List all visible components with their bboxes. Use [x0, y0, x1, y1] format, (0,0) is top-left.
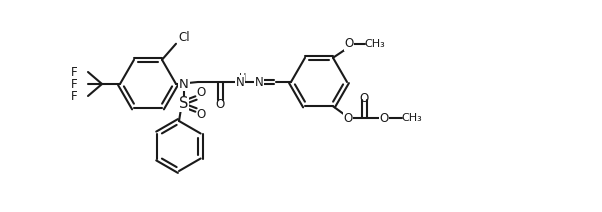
- Text: H: H: [240, 73, 247, 83]
- Text: O: O: [343, 112, 353, 125]
- Text: F: F: [70, 66, 77, 78]
- Text: F: F: [70, 89, 77, 102]
- Text: N: N: [255, 75, 264, 88]
- Text: O: O: [196, 86, 206, 99]
- Text: O: O: [379, 112, 389, 125]
- Text: S: S: [179, 96, 188, 112]
- Text: F: F: [70, 78, 77, 91]
- Text: O: O: [216, 98, 225, 110]
- Text: CH₃: CH₃: [365, 39, 385, 49]
- Text: O: O: [344, 37, 353, 50]
- Text: N: N: [235, 75, 244, 88]
- Text: O: O: [359, 92, 368, 105]
- Text: Cl: Cl: [178, 31, 190, 44]
- Text: O: O: [196, 109, 206, 121]
- Text: N: N: [179, 78, 189, 91]
- Text: CH₃: CH₃: [402, 113, 423, 123]
